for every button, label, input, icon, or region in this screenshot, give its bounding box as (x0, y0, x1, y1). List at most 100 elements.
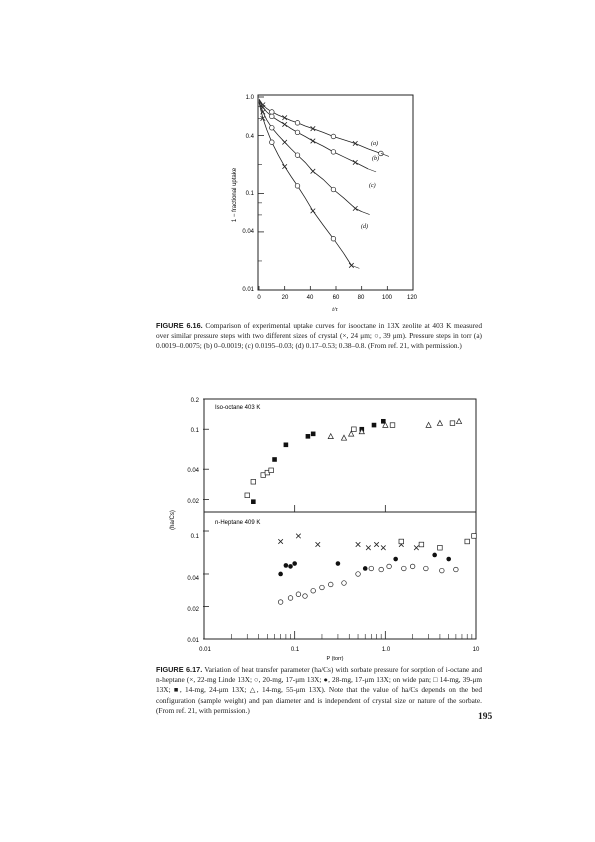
fig616-ytick-1.0: 1.0 (246, 95, 255, 101)
fig617-bottom-point (418, 541, 425, 548)
fig617-bottom-point (341, 580, 347, 586)
fig617-top-point (389, 422, 396, 428)
fig617-bottom-point (335, 561, 341, 566)
fig616-point (330, 149, 337, 155)
fig616-xtick-80: 80 (358, 295, 365, 301)
fig617-bottom-point (295, 591, 302, 597)
fig617-bottom-point (287, 595, 294, 601)
fig617-bottom-point (380, 545, 386, 551)
fig617-top-point (351, 426, 357, 432)
fig617-top-point (358, 428, 365, 435)
fig616-point (282, 121, 288, 127)
fig617-plot-frame (203, 398, 477, 640)
fig617-bottom-point (378, 566, 384, 573)
fig616-leader (380, 153, 390, 157)
fig616-ylabel: 1 − fractional uptake (232, 167, 238, 222)
fig617-bottom-point (368, 565, 374, 572)
fig616-point (294, 120, 301, 126)
fig617-bottom-point (386, 563, 392, 570)
fig617-bottom-point (310, 588, 316, 594)
fig617-bottom-point (401, 565, 407, 572)
fig617-ytick-top-0.1: 0.1 (191, 428, 200, 434)
fig617-bottom-point (432, 552, 437, 558)
fig617-bottom-point (373, 541, 380, 548)
fig617-bottom-point (278, 571, 283, 577)
fig616-point (294, 183, 301, 189)
fig616-point (269, 139, 275, 145)
fig616-ytick-0.04: 0.04 (242, 229, 254, 235)
fig616-point (310, 208, 316, 214)
fig616-point (282, 139, 288, 145)
page-number: 195 (478, 712, 493, 722)
fig616-ytick-0.1: 0.1 (246, 191, 255, 197)
figure-6-16-caption-label: FIGURE 6.16. (156, 321, 203, 330)
fig616-point (310, 138, 316, 144)
fig616-xtick-100: 100 (382, 295, 393, 301)
fig617-bottom-point (283, 563, 289, 568)
fig617-bottom-point (423, 565, 429, 572)
fig617-bottom-point (446, 556, 452, 562)
fig617-ytick-top-0.04: 0.04 (187, 468, 199, 474)
fig617-top-point (449, 420, 456, 426)
fig616-leader (351, 265, 360, 269)
fig617-bottom-point (393, 556, 398, 562)
fig617-marks (244, 417, 477, 605)
fig616-curve-label-b: (b) (372, 155, 379, 162)
fig617-top-point (340, 434, 348, 441)
fig617-top-point (268, 467, 274, 473)
fig616-point (269, 109, 275, 115)
fig617-bottom-point (464, 538, 470, 545)
fig616-leader (367, 168, 377, 173)
fig617-xtick-0.1: 0.1 (291, 647, 300, 653)
fig617-panel-bottom-label: n-Heptane 409 K (215, 520, 260, 526)
fig616-point (269, 125, 275, 131)
fig616-point (269, 113, 275, 120)
fig617-bottom-point (409, 563, 416, 570)
fig617-xlabel: P (torr) (326, 656, 343, 662)
fig616-xlabel: t/τ (332, 307, 338, 313)
fig617-bottom-point (453, 566, 459, 573)
fig616-curve-label-c: (c) (369, 182, 376, 189)
fig616-xtick-40: 40 (307, 295, 314, 301)
fig616-point (294, 129, 301, 136)
fig616-curve-label-a: (a) (371, 140, 378, 147)
fig617-xtick-1.0: 1.0 (382, 647, 391, 653)
fig617-panel-top-label: Iso-octane 403 K (215, 405, 260, 411)
fig617-top-point (272, 457, 277, 462)
fig617-bottom-point (398, 538, 404, 545)
fig617-top-point (305, 434, 311, 439)
figure-6-16-caption-text: Comparison of experimental uptake curves… (156, 321, 482, 351)
fig616-ticks (258, 96, 414, 291)
fig617-xtick-10: 10 (473, 647, 480, 653)
fig617-bottom-point (471, 533, 477, 539)
fig617-ytick-bottom-0.04: 0.04 (187, 576, 199, 582)
fig616-point (352, 159, 358, 165)
fig616-point (260, 115, 266, 121)
fig616-point (294, 152, 301, 158)
fig616-curve-b (258, 99, 369, 170)
fig616-point (260, 104, 266, 110)
fig617-ytick-bottom-0.1: 0.1 (191, 534, 200, 540)
fig617-bottom-point (355, 541, 361, 548)
fig616-leader (361, 211, 370, 215)
fig617-bottom-point (288, 564, 293, 569)
fig617-bottom-point (439, 567, 445, 574)
fig617-bottom-point (355, 571, 361, 577)
fig617-ticks (203, 398, 477, 640)
fig617-top-point (327, 432, 334, 439)
fig617-bottom-point (365, 545, 371, 551)
figure-6-16-caption: FIGURE 6.16. Comparison of experimental … (156, 321, 482, 352)
fig617-ylabel: (ha/Cs) (170, 510, 176, 530)
fig616-curve-d (258, 102, 352, 266)
fig617-top-point (436, 419, 444, 426)
fig616-ytick-0.4: 0.4 (246, 134, 255, 140)
fig616-curve-a (258, 98, 382, 154)
fig617-bottom-point (278, 538, 284, 545)
fig617-top-point (250, 479, 256, 485)
fig617-bottom-point (437, 545, 443, 551)
fig616-xtick-0: 0 (257, 295, 261, 301)
fig616-plot-frame (257, 94, 414, 291)
fig617-top-point (381, 418, 386, 424)
fig617-bottom-point (295, 533, 302, 539)
fig616-point (282, 164, 288, 170)
